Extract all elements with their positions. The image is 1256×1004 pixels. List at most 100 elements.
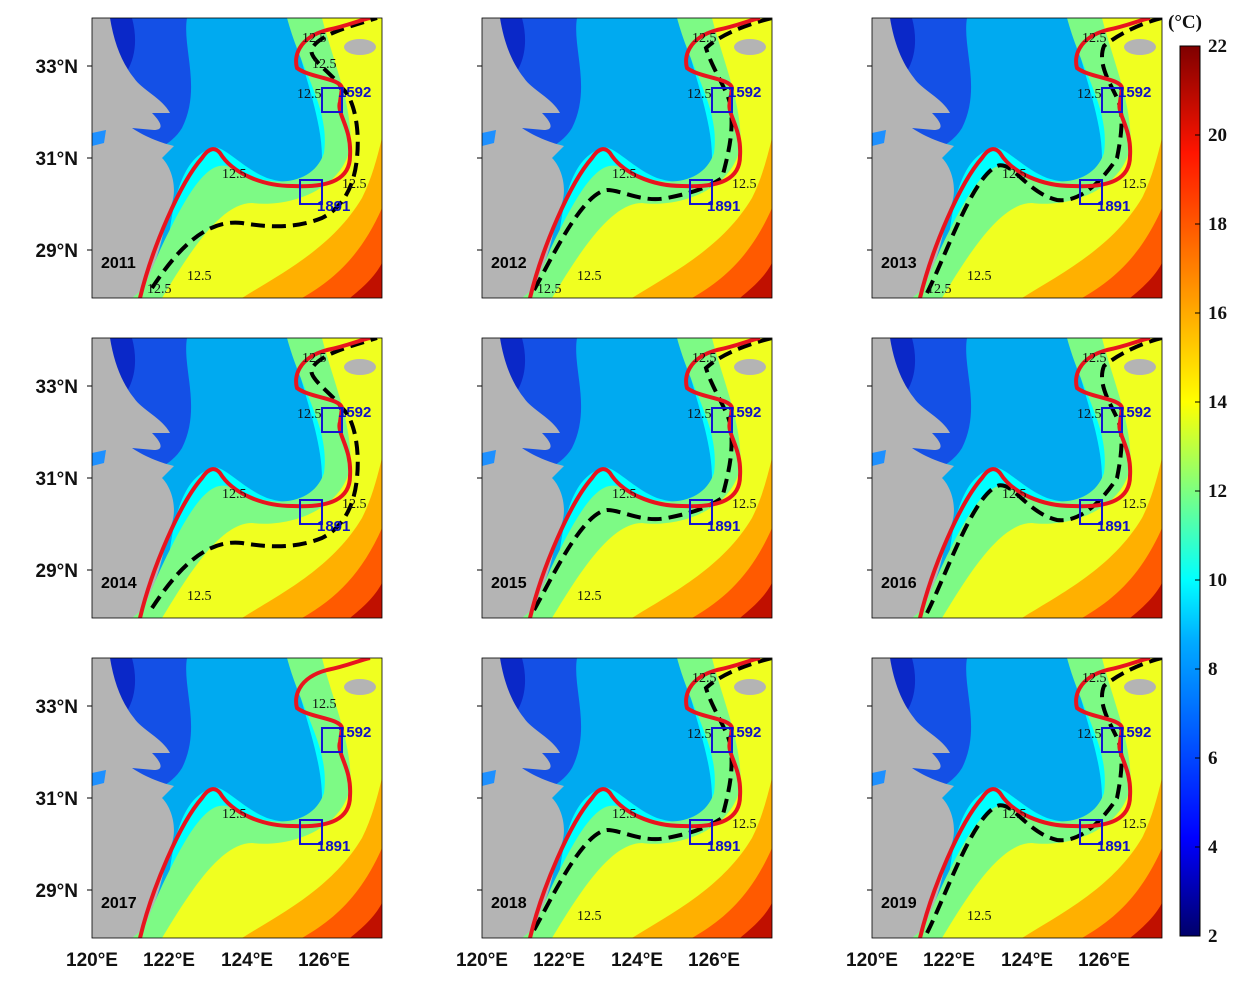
year-label: 2019: [881, 895, 917, 912]
temperature-field: [482, 338, 772, 618]
temperature-field: [872, 658, 1162, 938]
isotherm-label: 12.5: [687, 87, 712, 102]
year-label: 2015: [491, 575, 527, 592]
isotherm-label: 12.5: [687, 727, 712, 742]
isotherm-label: 12.5: [612, 167, 637, 182]
site-box-1891: [689, 499, 713, 525]
isotherm-label: 12.5: [1122, 177, 1147, 192]
lat-label: 33°N: [36, 57, 78, 78]
red-isotherm-line: [528, 338, 761, 618]
isotherm-label: 12.5: [222, 167, 247, 182]
lat-label: 31°N: [36, 469, 78, 490]
colorbar-tick-label: 10: [1208, 570, 1227, 591]
site-label-1891: 1891: [1097, 198, 1130, 215]
year-label: 2016: [881, 575, 917, 592]
lon-label: 124°E: [1001, 950, 1053, 971]
site-label-1891: 1891: [317, 198, 350, 215]
isotherm-label: 12.5: [297, 407, 322, 422]
site-label-1891: 1891: [707, 198, 740, 215]
site-box-1891: [689, 819, 713, 845]
isotherm-label: 12.5: [967, 269, 992, 284]
site-label-1592: 1592: [728, 84, 761, 101]
isotherm-label: 12.5: [577, 909, 602, 924]
temperature-field: [92, 338, 382, 618]
temperature-field: [92, 18, 382, 298]
year-label: 2014: [101, 575, 137, 592]
colorbar-tick-label: 18: [1208, 214, 1227, 235]
lon-label: 120°E: [846, 950, 898, 971]
isotherm-label: 12.5: [577, 269, 602, 284]
site-label-1592: 1592: [338, 404, 371, 421]
colorbar-tick-label: 4: [1208, 837, 1218, 858]
site-label-1592: 1592: [728, 724, 761, 741]
site-label-1891: 1891: [1097, 838, 1130, 855]
isotherm-label: 12.5: [312, 57, 337, 72]
map-panel-2015: 12.5 12.5 12.5 12.5 12.5 1592 1891 2015: [477, 337, 773, 619]
lon-label: 124°E: [611, 950, 663, 971]
colorbar-tick-label: 22: [1208, 36, 1227, 57]
lat-label: 29°N: [36, 241, 78, 262]
isotherm-label: 12.5: [1077, 727, 1102, 742]
site-box-1891: [1079, 499, 1103, 525]
site-box-1592: [321, 407, 343, 433]
site-box-1592: [321, 727, 343, 753]
lon-label: 120°E: [456, 950, 508, 971]
year-label: 2018: [491, 895, 527, 912]
colorbar-tick-label: 12: [1208, 481, 1227, 502]
isotherm-label: 12.5: [1002, 807, 1027, 822]
map-panel-2014: 12.5 12.5 12.5 12.5 12.5 1592 1891 2014: [87, 337, 383, 619]
site-box-1891: [1079, 179, 1103, 205]
temperature-field: [872, 338, 1162, 618]
isotherm-label: 12.5: [187, 589, 212, 604]
isotherm-label: 12.5: [297, 87, 322, 102]
temperature-field: [872, 18, 1162, 298]
isotherm-label: 12.5: [1122, 497, 1147, 512]
map-panel-2019: 12.5 12.5 12.5 12.5 12.5 1592 1891 2019: [867, 657, 1163, 939]
lat-label: 31°N: [36, 789, 78, 810]
lat-label: 29°N: [36, 881, 78, 902]
black-isotherm-line: [925, 658, 1162, 934]
map-panel-2018: 12.5 12.5 12.5 12.5 12.5 1592 1891 2018: [477, 657, 773, 939]
isotherm-label: 12.5: [927, 282, 952, 297]
site-label-1592: 1592: [1118, 84, 1151, 101]
red-isotherm-line: [528, 658, 761, 938]
isotherm-label: 12.5: [732, 497, 757, 512]
lat-label: 33°N: [36, 697, 78, 718]
isotherm-label: 12.5: [1082, 671, 1107, 686]
isotherm-label: 12.5: [1082, 31, 1107, 46]
lon-label: 120°E: [66, 950, 118, 971]
isotherm-label: 12.5: [312, 697, 337, 712]
lat-label: 31°N: [36, 149, 78, 170]
isotherm-label: 12.5: [302, 31, 327, 46]
site-box-1592: [711, 727, 733, 753]
black-isotherm-line: [925, 18, 1162, 294]
year-label: 2013: [881, 255, 917, 272]
red-isotherm-line: [138, 338, 371, 618]
isotherm-label: 12.5: [1082, 351, 1107, 366]
colorbar: (°C) 2 4 6 8 10 12 14 16 18 20 22: [1168, 12, 1228, 947]
black-isotherm-line: [150, 18, 378, 290]
isotherm-label: 12.5: [222, 487, 247, 502]
colorbar-tick-label: 2: [1208, 926, 1218, 947]
black-isotherm-line: [150, 338, 378, 610]
red-isotherm-line: [138, 18, 371, 298]
temperature-field: [92, 658, 382, 938]
isotherm-label: 12.5: [187, 269, 212, 284]
site-box-1592: [711, 87, 733, 113]
lon-label: 122°E: [143, 950, 195, 971]
lat-label: 33°N: [36, 377, 78, 398]
isotherm-label: 12.5: [537, 282, 562, 297]
site-box-1891: [299, 499, 323, 525]
isotherm-label: 12.5: [147, 282, 172, 297]
black-isotherm-line: [925, 338, 1162, 614]
map-panel-2012: 12.5 12.5 12.5 12.5 12.5 12.5 1592 1891 2012: [477, 17, 773, 299]
site-label-1592: 1592: [338, 724, 371, 741]
site-label-1891: 1891: [707, 518, 740, 535]
year-label: 2011: [101, 255, 136, 272]
isotherm-label: 12.5: [222, 807, 247, 822]
site-box-1592: [1101, 727, 1123, 753]
site-box-1891: [1079, 819, 1103, 845]
isotherm-label: 12.5: [342, 497, 367, 512]
isotherm-label: 12.5: [612, 807, 637, 822]
